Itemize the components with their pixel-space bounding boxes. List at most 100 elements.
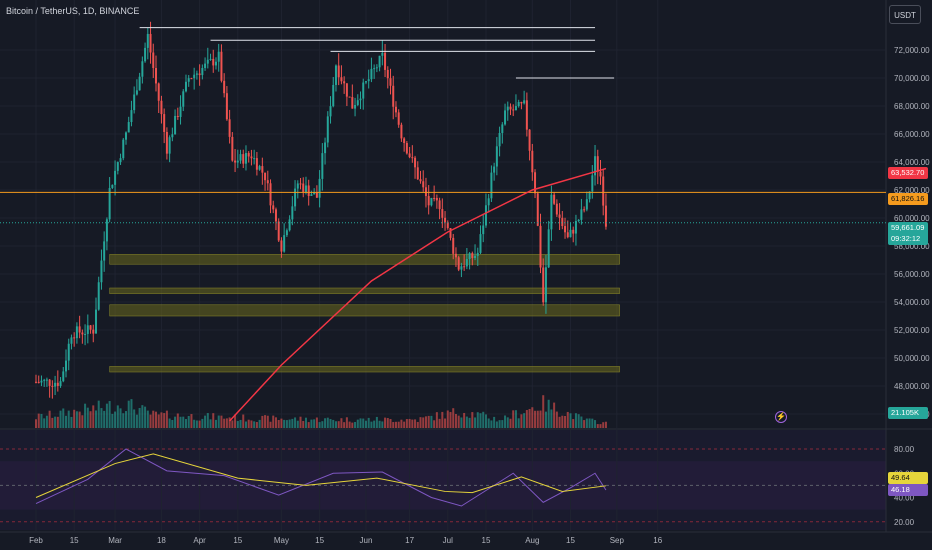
candle-body bbox=[157, 83, 160, 101]
candle-body bbox=[465, 259, 468, 267]
candle-body bbox=[370, 68, 373, 80]
candle-body bbox=[514, 106, 517, 111]
volume-bar bbox=[122, 413, 125, 428]
volume-bar bbox=[405, 419, 408, 428]
candle-body bbox=[141, 61, 144, 77]
candle-body bbox=[75, 326, 78, 339]
candle-body bbox=[364, 81, 367, 83]
time-tick-label: 18 bbox=[157, 536, 166, 545]
volume-bar bbox=[255, 422, 258, 428]
volume-bar bbox=[550, 409, 553, 428]
volume-bar bbox=[212, 413, 215, 428]
candle-body bbox=[321, 153, 324, 179]
volume-bar bbox=[583, 420, 586, 428]
candle-body bbox=[116, 162, 119, 171]
volume-bar bbox=[534, 410, 537, 428]
volume-bar bbox=[84, 403, 87, 428]
price-tick-label: 72,000.00 bbox=[894, 46, 930, 55]
volume-bar bbox=[419, 417, 422, 428]
candle-body bbox=[318, 178, 321, 198]
volume-bar bbox=[351, 422, 354, 428]
candle-body bbox=[296, 183, 299, 189]
candle-body bbox=[493, 166, 496, 173]
volume-bar bbox=[457, 415, 460, 428]
volume-bar bbox=[154, 411, 157, 428]
candle-body bbox=[337, 65, 340, 78]
volume-bar bbox=[264, 415, 267, 428]
candle-body bbox=[474, 255, 477, 259]
volume-bar bbox=[558, 416, 561, 428]
candle-body bbox=[54, 382, 57, 387]
volume-bar bbox=[283, 419, 286, 428]
volume-bar bbox=[332, 419, 335, 428]
volume-bar bbox=[59, 410, 62, 428]
currency-button[interactable]: USDT bbox=[889, 5, 921, 24]
support-zone bbox=[109, 366, 620, 373]
candle-body bbox=[103, 241, 106, 261]
candle-body bbox=[119, 158, 122, 163]
volume-bar bbox=[359, 418, 362, 428]
candle-body bbox=[70, 337, 73, 344]
volume-bar bbox=[78, 411, 81, 428]
volume-bar bbox=[280, 418, 283, 428]
candle-body bbox=[373, 68, 376, 70]
volume-bar bbox=[130, 399, 133, 428]
candle-body bbox=[471, 253, 474, 259]
candle-body bbox=[334, 65, 337, 85]
candle-body bbox=[59, 381, 62, 386]
time-tick-label: Jul bbox=[443, 536, 453, 545]
candle-body bbox=[168, 137, 171, 154]
volume-bar bbox=[165, 410, 168, 428]
support-zone bbox=[109, 304, 620, 317]
candle-body bbox=[340, 77, 343, 82]
price-tick-label: 52,000.00 bbox=[894, 326, 930, 335]
rsi-ma-line bbox=[35, 453, 607, 498]
volume-bar bbox=[479, 413, 482, 428]
volume-bar bbox=[514, 410, 517, 428]
volume-bar bbox=[416, 421, 419, 428]
candle-body bbox=[37, 381, 40, 383]
rsi-ma-tag: 49.64 bbox=[888, 472, 928, 484]
candle-body bbox=[430, 197, 433, 206]
candle-body bbox=[476, 252, 479, 256]
candle-body bbox=[438, 200, 441, 210]
time-tick-label: Mar bbox=[108, 536, 122, 545]
candle-body bbox=[564, 226, 567, 233]
volume-bar bbox=[217, 415, 220, 428]
volume-bar bbox=[591, 418, 594, 428]
volume-bar bbox=[40, 413, 43, 428]
volume-bar bbox=[490, 420, 493, 428]
candle-body bbox=[416, 167, 419, 180]
volume-bar bbox=[313, 419, 316, 428]
candle-body bbox=[261, 166, 264, 173]
candle-body bbox=[302, 183, 305, 192]
volume-bar bbox=[105, 403, 108, 428]
rsi-tick-label: 40.00 bbox=[894, 494, 915, 503]
candle-body bbox=[367, 79, 370, 82]
volume-bar bbox=[198, 420, 201, 428]
volume-bar bbox=[364, 420, 367, 428]
lightning-icon[interactable]: ⚡ bbox=[775, 411, 787, 423]
candle-body bbox=[247, 153, 250, 157]
volume-bar bbox=[285, 420, 288, 428]
candle-body bbox=[569, 229, 572, 238]
volume-bar bbox=[375, 416, 378, 428]
volume-bar bbox=[343, 422, 346, 428]
candle-body bbox=[84, 333, 87, 335]
candle-body bbox=[310, 194, 313, 196]
candle-body bbox=[56, 382, 59, 386]
volume-bar bbox=[454, 414, 457, 428]
candle-body bbox=[291, 206, 294, 220]
candle-body bbox=[220, 51, 223, 81]
volume-bar bbox=[108, 401, 111, 428]
candle-body bbox=[356, 100, 359, 105]
volume-bar bbox=[528, 408, 531, 428]
candle-body bbox=[583, 209, 586, 211]
candle-body bbox=[506, 106, 509, 111]
candle-body bbox=[509, 106, 512, 110]
volume-bar bbox=[411, 419, 414, 428]
volume-bar bbox=[119, 408, 122, 428]
volume-bar bbox=[337, 421, 340, 428]
